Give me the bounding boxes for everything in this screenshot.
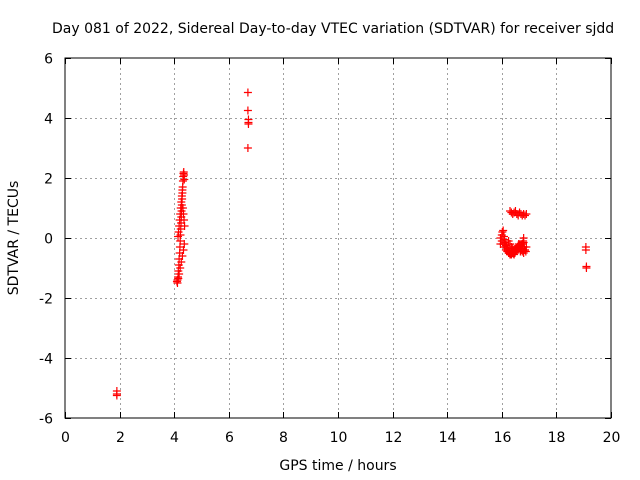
x-tick-label: 20 [603,430,621,446]
y-tick-label: -4 [39,352,53,368]
data-point [175,270,184,278]
x-tick-label: 4 [170,430,179,446]
data-point [581,246,590,254]
data-point [499,226,508,235]
y-tick-label: 0 [44,232,53,248]
data-point [522,243,531,251]
data-point [243,106,252,115]
y-tick-label: 4 [44,112,53,128]
x-tick-label: 18 [548,430,566,446]
plot-frame [64,57,612,419]
data-point [178,186,187,194]
data-point [112,391,121,400]
y-tick-label: 6 [44,52,53,68]
x-tick-label: 0 [61,430,70,446]
data-point [518,240,527,248]
x-tick-label: 14 [439,430,457,446]
data-point [244,120,253,128]
data-point [177,258,186,266]
x-tick-label: 16 [494,430,512,446]
data-point [243,144,252,152]
x-tick-label: 8 [279,430,288,446]
x-tick-label: 10 [330,430,348,446]
data-point [519,238,528,247]
data-point [179,246,188,254]
x-tick-label: 12 [385,430,403,446]
y-tick-label: 2 [44,172,53,188]
data-point [173,279,182,287]
data-point [582,264,591,272]
data-point [243,88,252,97]
data-point [180,175,189,184]
grid-lines [65,58,611,418]
y-tick-label: -6 [39,412,53,428]
x-axis-title: GPS time / hours [279,458,396,474]
chart-title: Day 081 of 2022, Sidereal Day-to-day VTE… [52,21,614,37]
x-tick-label: 6 [225,430,234,446]
data-point [176,264,185,272]
y-axis-title: SDTVAR / TECUs [6,181,22,296]
data-point [498,228,507,236]
data-point [178,252,187,260]
x-tick-label: 2 [116,430,125,446]
data-point [174,274,183,283]
data-points [112,88,591,400]
data-point [522,210,531,218]
data-point [180,222,189,230]
data-point [521,211,530,220]
y-tick-label: -2 [39,292,53,308]
data-point [180,240,189,248]
